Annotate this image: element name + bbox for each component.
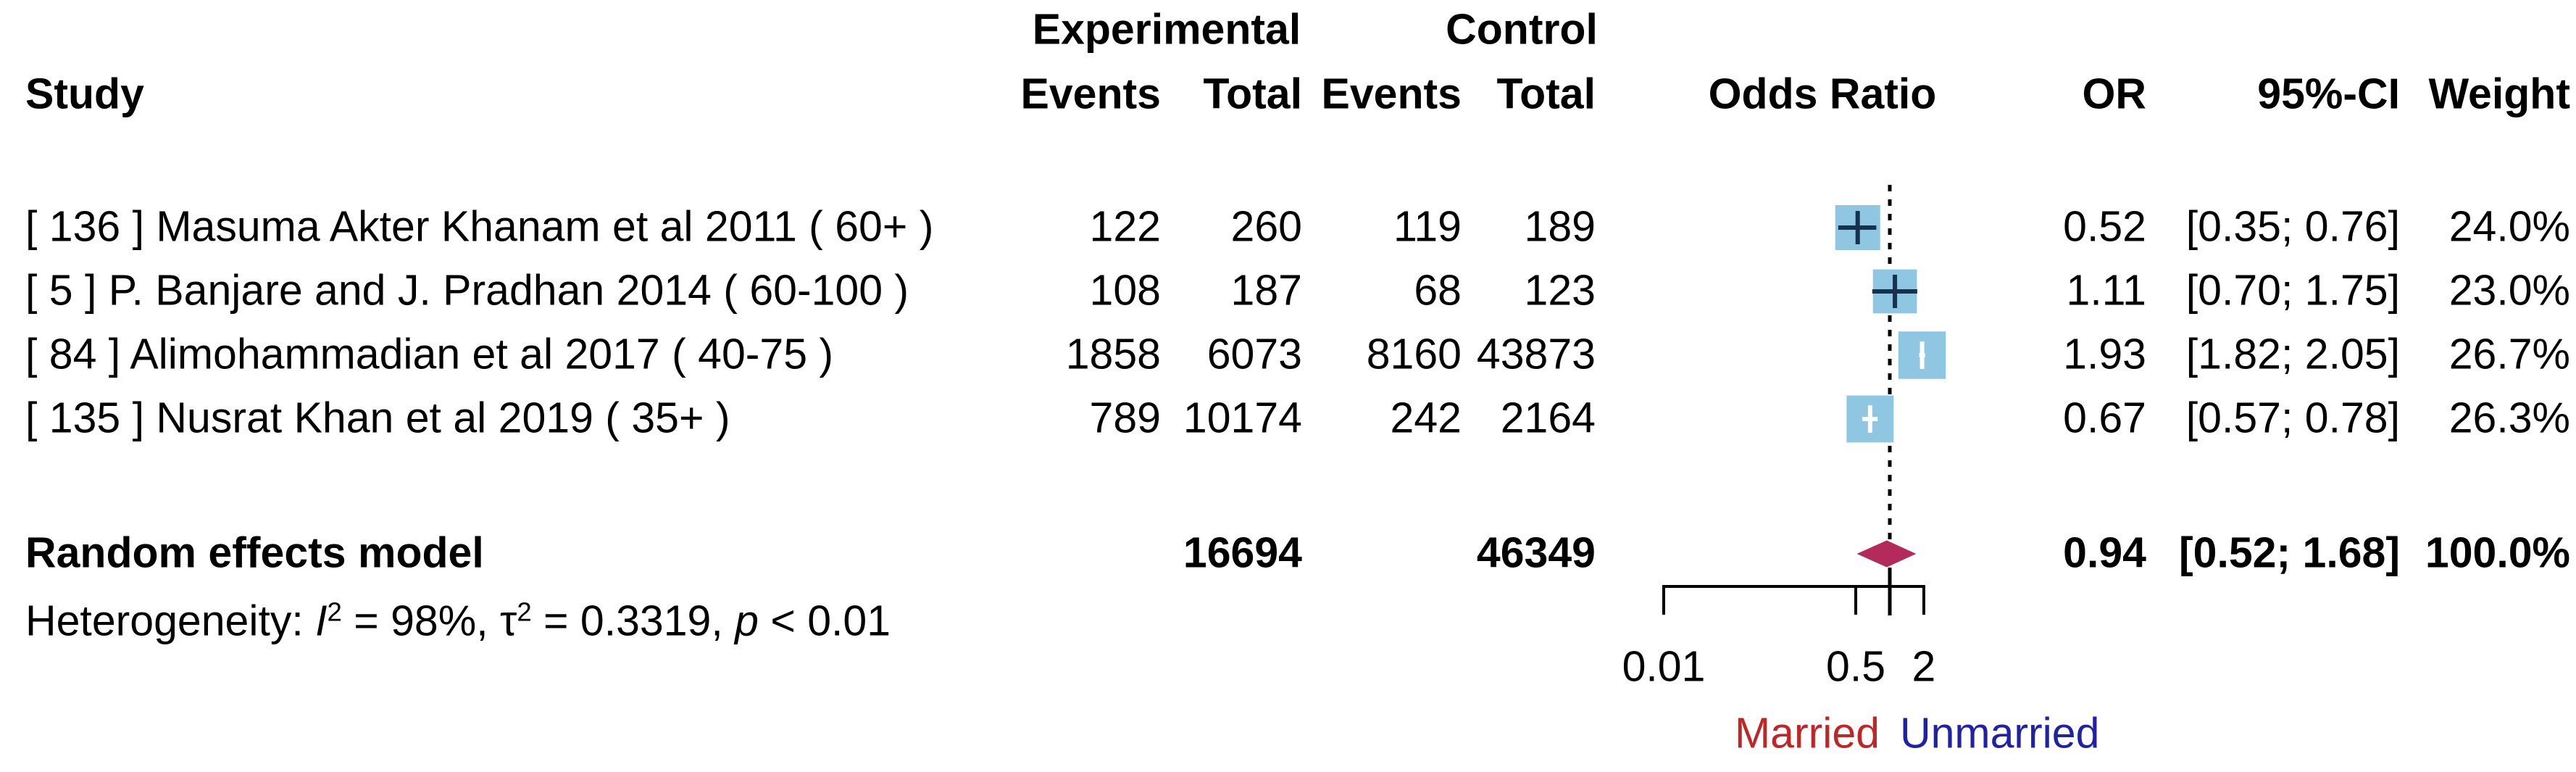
study-label: [ 136 ] Masuma Akter Khanam et al 2011 (… [25,202,934,251]
col-header-exp-total: Total [1203,70,1302,118]
axis-tick-label: 0.5 [1826,642,1886,691]
ci-value: [1.82; 2.05] [2185,330,2400,378]
ctrl-events-value: 119 [1393,202,1462,251]
exp-total-value: 187 [1230,266,1302,315]
ctrl-total-value: 2164 [1500,394,1596,442]
axis-label-unmarried: Unmarried [1900,709,2100,758]
ctrl-total-value: 123 [1524,266,1596,315]
ci-value: [0.35; 0.76] [2185,202,2400,251]
col-header-experimental: Experimental [1032,5,1301,54]
col-header-or: OR [2082,70,2147,118]
ctrl-total-value: 189 [1524,202,1596,251]
heterogeneity-segment: 2 [327,597,342,627]
exp-events-value: 108 [1089,266,1161,315]
heterogeneity-note: Heterogeneity: I2 = 98%, τ2 = 0.3319, p … [25,597,891,645]
summary-diamond [1856,540,1917,568]
col-header-study: Study [25,70,144,118]
weight-value: 23.0% [2448,266,2570,315]
study-label: [ 135 ] Nusrat Khan et al 2019 ( 35+ ) [25,394,730,442]
weight-value: 24.0% [2448,202,2570,251]
ci-value: [0.70; 1.75] [2185,266,2400,315]
exp-total-value: 10174 [1183,394,1302,442]
col-header-exp-events: Events [1020,70,1161,118]
weight-value: 26.3% [2448,394,2570,442]
or-value: 1.93 [2063,330,2146,378]
or-value: 0.67 [2063,394,2146,442]
ctrl-events-value: 8160 [1366,330,1462,378]
summary-weight-value: 100.0% [2425,528,2570,577]
col-header-odds-ratio: Odds Ratio [1708,70,1937,118]
heterogeneity-segment: I [315,597,328,645]
or-value: 1.11 [2066,266,2146,315]
heterogeneity-segment: p [735,597,759,645]
summary-exp-total: 16694 [1183,528,1302,577]
axis-label-married: Married [1735,709,1880,758]
exp-total-value: 260 [1230,202,1302,251]
heterogeneity-segment: = 98%, [341,597,500,645]
ctrl-total-value: 43873 [1476,330,1596,378]
axis-tick-label: 0.01 [1622,642,1706,691]
heterogeneity-segment: Heterogeneity: [25,597,316,645]
heterogeneity-segment: = 0.3319, [531,597,735,645]
col-header-ctrl-total: Total [1496,70,1596,118]
summary-ci-value: [0.52; 1.68] [2179,528,2400,577]
col-header-control: Control [1446,5,1598,54]
axis-tick-label: 2 [1912,642,1936,691]
ci-value: [0.57; 0.78] [2185,394,2400,442]
ctrl-events-value: 68 [1414,266,1462,315]
col-header-ctrl-events: Events [1321,70,1462,118]
heterogeneity-segment: τ [500,597,517,645]
summary-ctrl-total: 46349 [1476,528,1596,577]
exp-total-value: 6073 [1206,330,1302,378]
study-label: [ 5 ] P. Banjare and J. Pradhan 2014 ( 6… [25,266,909,315]
heterogeneity-segment: < 0.01 [758,597,891,645]
exp-events-value: 122 [1089,202,1161,251]
study-label: [ 84 ] Alimohammadian et al 2017 ( 40-75… [25,330,834,378]
col-header-weight: Weight [2428,70,2570,118]
or-value: 0.52 [2063,202,2146,251]
ctrl-events-value: 242 [1390,394,1462,442]
exp-events-value: 1858 [1065,330,1161,378]
summary-label: Random effects model [25,528,484,577]
col-header-ci: 95%-CI [2257,70,2400,118]
exp-events-value: 789 [1089,394,1161,442]
weight-value: 26.7% [2448,330,2570,378]
summary-or-value: 0.94 [2063,528,2146,577]
heterogeneity-segment: 2 [517,597,532,627]
